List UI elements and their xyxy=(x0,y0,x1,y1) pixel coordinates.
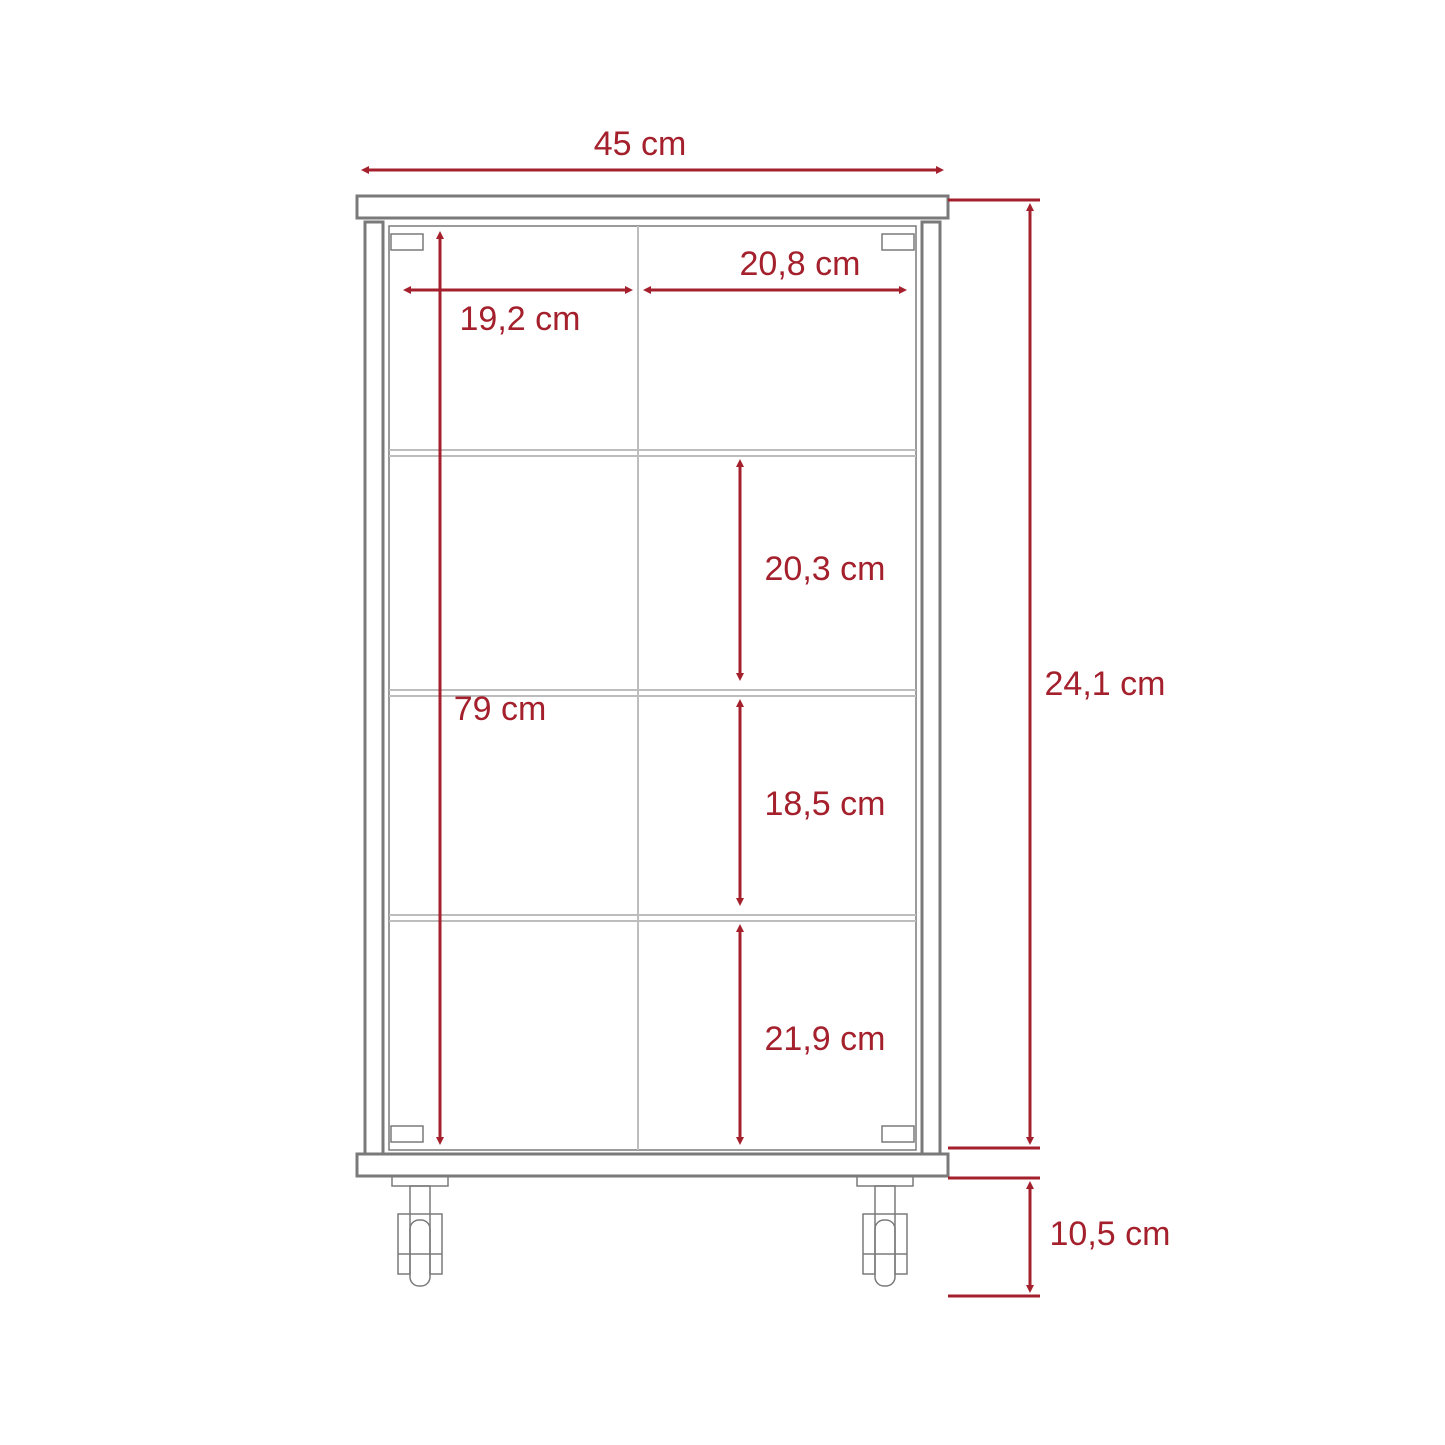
shelf4-label: 21,9 cm xyxy=(765,1020,886,1058)
right_total: 24,1 cm xyxy=(1030,206,1165,1142)
top-surface xyxy=(357,196,948,218)
right_inner: 20,8 cm xyxy=(646,245,904,290)
right_total-label: 24,1 cm xyxy=(1045,665,1166,703)
right-wall xyxy=(922,222,940,1154)
shelf2-label: 20,3 cm xyxy=(765,550,886,588)
caster_h-label: 10,5 cm xyxy=(1050,1215,1171,1253)
caster xyxy=(857,1176,913,1286)
corner-bracket xyxy=(882,1126,914,1142)
inner_height-label: 79 cm xyxy=(454,690,547,728)
top_width-label: 45 cm xyxy=(594,125,687,163)
shelf4: 21,9 cm xyxy=(740,927,885,1142)
caster xyxy=(392,1176,448,1286)
shelf2: 20,3 cm xyxy=(740,462,885,678)
corner-bracket xyxy=(391,1126,423,1142)
left_inner-label: 19,2 cm xyxy=(460,300,581,338)
left-wall xyxy=(365,222,383,1154)
corner-bracket xyxy=(882,234,914,250)
right_inner-label: 20,8 cm xyxy=(740,245,861,283)
bottom-surface xyxy=(357,1154,948,1176)
inner_height: 79 cm xyxy=(440,234,546,1142)
shelf3-label: 18,5 cm xyxy=(765,785,886,823)
shelf3: 18,5 cm xyxy=(740,702,885,903)
top_width: 45 cm xyxy=(364,125,941,170)
caster_h: 10,5 cm xyxy=(1030,1184,1170,1290)
inner-frame xyxy=(389,226,916,1150)
corner-bracket xyxy=(391,234,423,250)
